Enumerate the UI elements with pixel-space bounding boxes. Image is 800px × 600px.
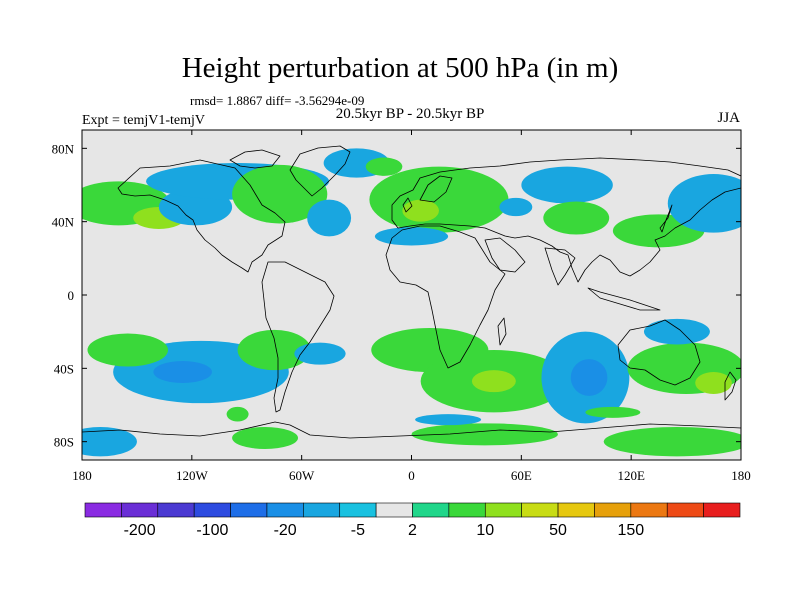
anomaly-layer	[82, 148, 741, 457]
y-tick-label: 0	[68, 288, 75, 303]
anomaly-blob	[232, 427, 299, 449]
coastline-japan	[659, 204, 673, 233]
anomaly-blob	[87, 333, 169, 367]
anomaly-blob	[695, 372, 732, 394]
colorbar: -200 -100 -20 -5 2 10 50 150	[84, 502, 741, 539]
anomaly-blob	[415, 414, 482, 426]
anomaly-blob	[499, 197, 533, 217]
coastline-antarctica	[82, 421, 741, 439]
x-tick-label: 60W	[289, 468, 315, 483]
colorbar-swatch	[84, 502, 122, 518]
colorbar-swatch	[121, 502, 159, 518]
anomaly-blob	[153, 361, 212, 383]
colorbar-swatch	[412, 502, 450, 518]
y-tick-label: 40N	[52, 215, 75, 230]
coastline-africa	[385, 225, 506, 369]
colorbar-swatch	[339, 502, 377, 518]
colorbar-swatch	[230, 502, 268, 518]
anomaly-blob	[374, 227, 449, 246]
anomaly-blob	[570, 359, 608, 396]
coastline-greenland	[289, 145, 351, 197]
anomaly-blob	[226, 406, 249, 422]
coastlines	[82, 145, 741, 439]
colorbar-label: -20	[274, 522, 297, 539]
colorbar-label: 150	[617, 522, 644, 539]
colorbar-label: 2	[408, 522, 417, 539]
x-tick-label: 180	[72, 468, 92, 483]
anomaly-blob	[543, 201, 610, 235]
colorbar-swatch	[157, 502, 195, 518]
anomaly-blob	[237, 329, 311, 371]
period-label: 20.5kyr BP - 20.5kyr BP	[335, 106, 485, 122]
anomaly-blob	[307, 199, 352, 237]
anomaly-blob	[82, 427, 137, 457]
coastline-north-america	[117, 159, 286, 273]
coastline-indonesia	[587, 287, 661, 311]
coastline-new-zealand	[724, 371, 737, 401]
y-tick-label: 80S	[54, 435, 74, 450]
y-tick-label: 40S	[54, 361, 74, 376]
anomaly-blob	[603, 427, 741, 457]
anomaly-blob	[643, 318, 710, 345]
anomaly-blob	[667, 174, 741, 233]
anomaly-blob	[294, 342, 346, 365]
coastline-south-america	[261, 261, 335, 413]
colorbar-label: -100	[196, 522, 228, 539]
colorbar-swatch	[666, 502, 704, 518]
colorbar-swatch	[266, 502, 304, 518]
anomaly-blob	[471, 370, 516, 393]
colorbar-label: -5	[351, 522, 365, 539]
colorbar-swatch	[521, 502, 559, 518]
colorbar-swatch	[703, 502, 741, 518]
coastline-scandinavia	[419, 175, 453, 203]
colorbar-label: 10	[476, 522, 494, 539]
y-tick-label: 80N	[52, 141, 75, 156]
anomaly-blob	[521, 166, 613, 204]
x-tick-label: 120W	[176, 468, 209, 483]
colorbar-swatch	[303, 502, 341, 518]
chart-title: Height perturbation at 500 hPa (in m)	[181, 52, 619, 84]
coastline-australia	[617, 319, 701, 386]
x-tick-label: 180	[731, 468, 751, 483]
coastline-india	[544, 247, 576, 286]
colorbar-swatch	[375, 502, 413, 518]
anomaly-blob	[365, 157, 403, 176]
colorbar-swatch	[594, 502, 632, 518]
x-tick-label: 120E	[617, 468, 645, 483]
x-tick-label: 60E	[511, 468, 532, 483]
colorbar-label: 50	[549, 522, 567, 539]
anomaly-blob	[585, 406, 641, 418]
colorbar-swatch	[630, 502, 668, 518]
coastline-canada-islands	[229, 149, 281, 169]
experiment-label: Expt = temjV1-temjV	[82, 113, 205, 128]
anomaly-blob	[411, 423, 558, 446]
coastline-arabia	[484, 237, 526, 273]
anomaly-blob	[232, 164, 328, 224]
coastline-europe-asia	[391, 157, 741, 283]
axes: 180 120W 60W 0 60E 120E 180 80N 40N 0 40S 80S	[52, 130, 751, 483]
stats-line: rmsd= 1.8867 diff= -3.56294e-09	[190, 93, 365, 108]
coastline-uk	[402, 197, 413, 213]
colorbar-swatch	[484, 502, 522, 518]
season-label: JJA	[717, 110, 740, 126]
colorbar-swatch	[557, 502, 595, 518]
colorbar-label: -200	[124, 522, 156, 539]
colorbar-swatch	[448, 502, 486, 518]
colorbar-swatch	[193, 502, 231, 518]
coastline-madagascar	[497, 317, 507, 346]
x-tick-label: 0	[408, 468, 415, 483]
anomaly-blob	[369, 166, 509, 233]
